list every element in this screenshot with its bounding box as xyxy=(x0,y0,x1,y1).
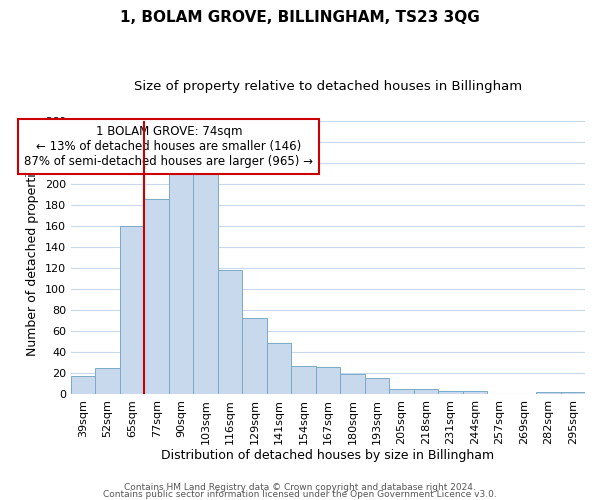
Bar xyxy=(340,374,365,394)
Bar xyxy=(242,318,267,394)
Bar xyxy=(560,392,585,394)
Bar xyxy=(389,388,413,394)
Bar xyxy=(463,391,487,394)
Bar xyxy=(95,368,120,394)
Bar xyxy=(267,344,291,394)
Bar xyxy=(316,366,340,394)
Bar xyxy=(291,366,316,394)
Title: Size of property relative to detached houses in Billingham: Size of property relative to detached ho… xyxy=(134,80,522,93)
Text: Contains public sector information licensed under the Open Government Licence v3: Contains public sector information licen… xyxy=(103,490,497,499)
X-axis label: Distribution of detached houses by size in Billingham: Distribution of detached houses by size … xyxy=(161,450,494,462)
Text: 1 BOLAM GROVE: 74sqm
← 13% of detached houses are smaller (146)
87% of semi-deta: 1 BOLAM GROVE: 74sqm ← 13% of detached h… xyxy=(25,125,313,168)
Bar xyxy=(71,376,95,394)
Bar xyxy=(218,270,242,394)
Bar xyxy=(193,168,218,394)
Bar xyxy=(169,173,193,394)
Bar xyxy=(120,226,145,394)
Bar xyxy=(438,391,463,394)
Bar xyxy=(413,388,438,394)
Y-axis label: Number of detached properties: Number of detached properties xyxy=(26,159,39,356)
Text: Contains HM Land Registry data © Crown copyright and database right 2024.: Contains HM Land Registry data © Crown c… xyxy=(124,484,476,492)
Bar xyxy=(365,378,389,394)
Bar xyxy=(536,392,560,394)
Bar xyxy=(145,200,169,394)
Text: 1, BOLAM GROVE, BILLINGHAM, TS23 3QG: 1, BOLAM GROVE, BILLINGHAM, TS23 3QG xyxy=(120,10,480,25)
